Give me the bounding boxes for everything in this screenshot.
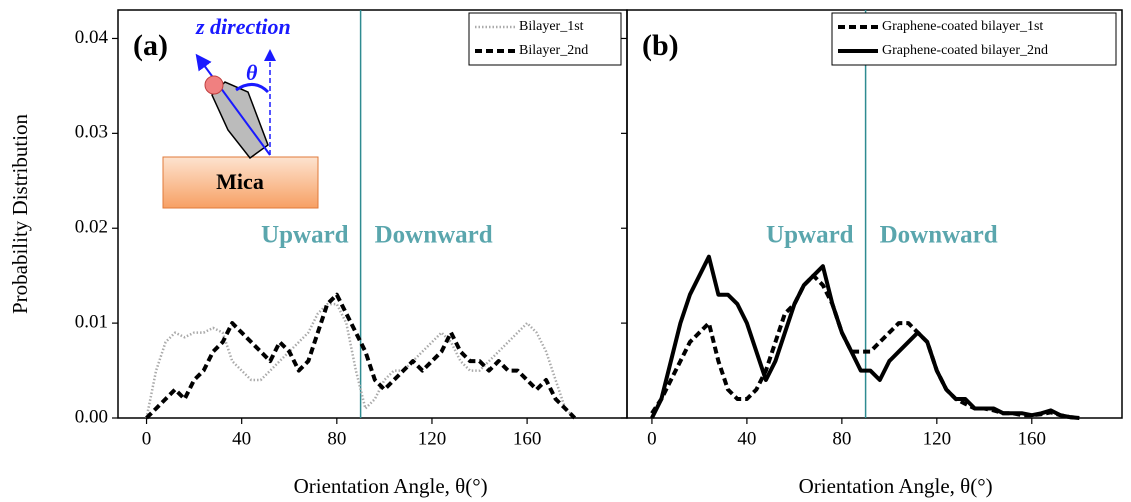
legend-label: Graphene-coated bilayer_2nd	[882, 43, 1048, 58]
region-label: Upward	[261, 222, 349, 249]
legend-box	[468, 12, 622, 66]
legend-box	[831, 12, 1117, 66]
x-tick-label: 120	[923, 428, 952, 449]
y-tick-label: 0.03	[75, 122, 108, 143]
legend-label: Bilayer_1st	[519, 19, 584, 34]
head-group	[204, 75, 224, 95]
angle-label: θ	[246, 60, 258, 85]
x-tick-label: 40	[737, 428, 756, 449]
x-tick-label: 160	[513, 428, 542, 449]
legend-label: Graphene-coated bilayer_1st	[882, 19, 1043, 34]
y-tick-label: 0.01	[75, 311, 108, 332]
x-axis-label: Orientation Angle, θ(°)	[799, 474, 993, 498]
y-tick-label: 0.02	[75, 217, 108, 238]
z-direction-label: z direction	[195, 14, 291, 39]
series-line	[650, 254, 1080, 420]
legend-label: Bilayer_2nd	[519, 43, 588, 58]
inset-diagram: z direction θ Mica	[162, 14, 319, 209]
mica-substrate	[162, 156, 319, 209]
x-tick-label: 80	[832, 428, 851, 449]
region-label: Upward	[766, 222, 854, 249]
mica-label: Mica	[216, 169, 264, 194]
x-tick-label: 0	[142, 428, 152, 449]
panel-label: (a)	[133, 29, 168, 62]
plot-frame	[626, 9, 1123, 419]
y-axis-label: Probability Distribution	[8, 113, 32, 314]
y-tick-label: 0.00	[75, 406, 108, 427]
molecule	[211, 81, 269, 160]
x-axis-label: Orientation Angle, θ(°)	[294, 474, 488, 498]
x-tick-label: 120	[418, 428, 447, 449]
x-tick-label: 0	[647, 428, 657, 449]
panel-label: (b)	[642, 29, 679, 62]
x-tick-label: 40	[232, 428, 251, 449]
plot-frame	[117, 9, 628, 419]
angle-arc	[235, 83, 270, 94]
x-tick-label: 80	[327, 428, 346, 449]
region-label: Downward	[880, 222, 998, 249]
series-line	[145, 292, 577, 420]
x-tick-label: 160	[1018, 428, 1047, 449]
series-line	[145, 302, 576, 419]
region-label: Downward	[375, 222, 493, 249]
y-tick-label: 0.04	[75, 27, 109, 48]
molecule-axis	[195, 53, 271, 156]
